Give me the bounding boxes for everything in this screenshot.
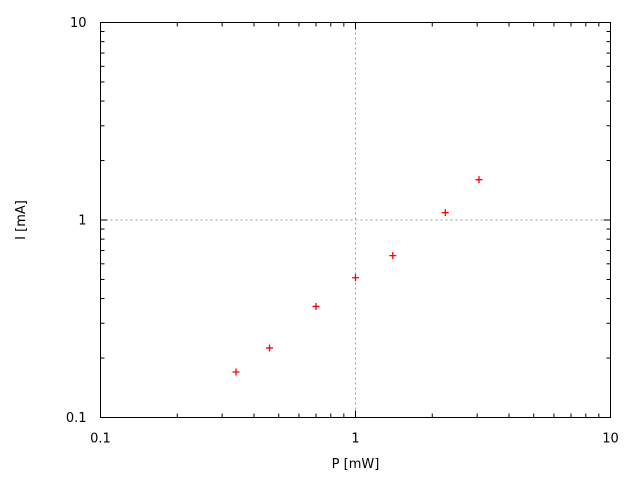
data-point-marker bbox=[352, 274, 359, 282]
x-axis-title: P [mW] bbox=[332, 457, 380, 472]
x-tick-label: 1 bbox=[351, 432, 359, 447]
x-tick-label: 0.1 bbox=[90, 432, 111, 447]
plot-frame bbox=[100, 22, 611, 418]
y-axis-title: I [mA] bbox=[14, 200, 29, 240]
data-point-marker bbox=[389, 252, 397, 260]
data-point-marker bbox=[232, 368, 240, 376]
x-tick-label: 10 bbox=[602, 432, 619, 447]
data-point-marker bbox=[475, 176, 483, 184]
data-point-marker bbox=[441, 209, 449, 217]
data-point-marker bbox=[266, 344, 274, 352]
y-tick-label: 10 bbox=[70, 16, 87, 31]
y-tick-label: 1 bbox=[78, 214, 86, 229]
data-point-marker bbox=[312, 302, 320, 310]
y-tick-label: 0.1 bbox=[66, 411, 87, 426]
